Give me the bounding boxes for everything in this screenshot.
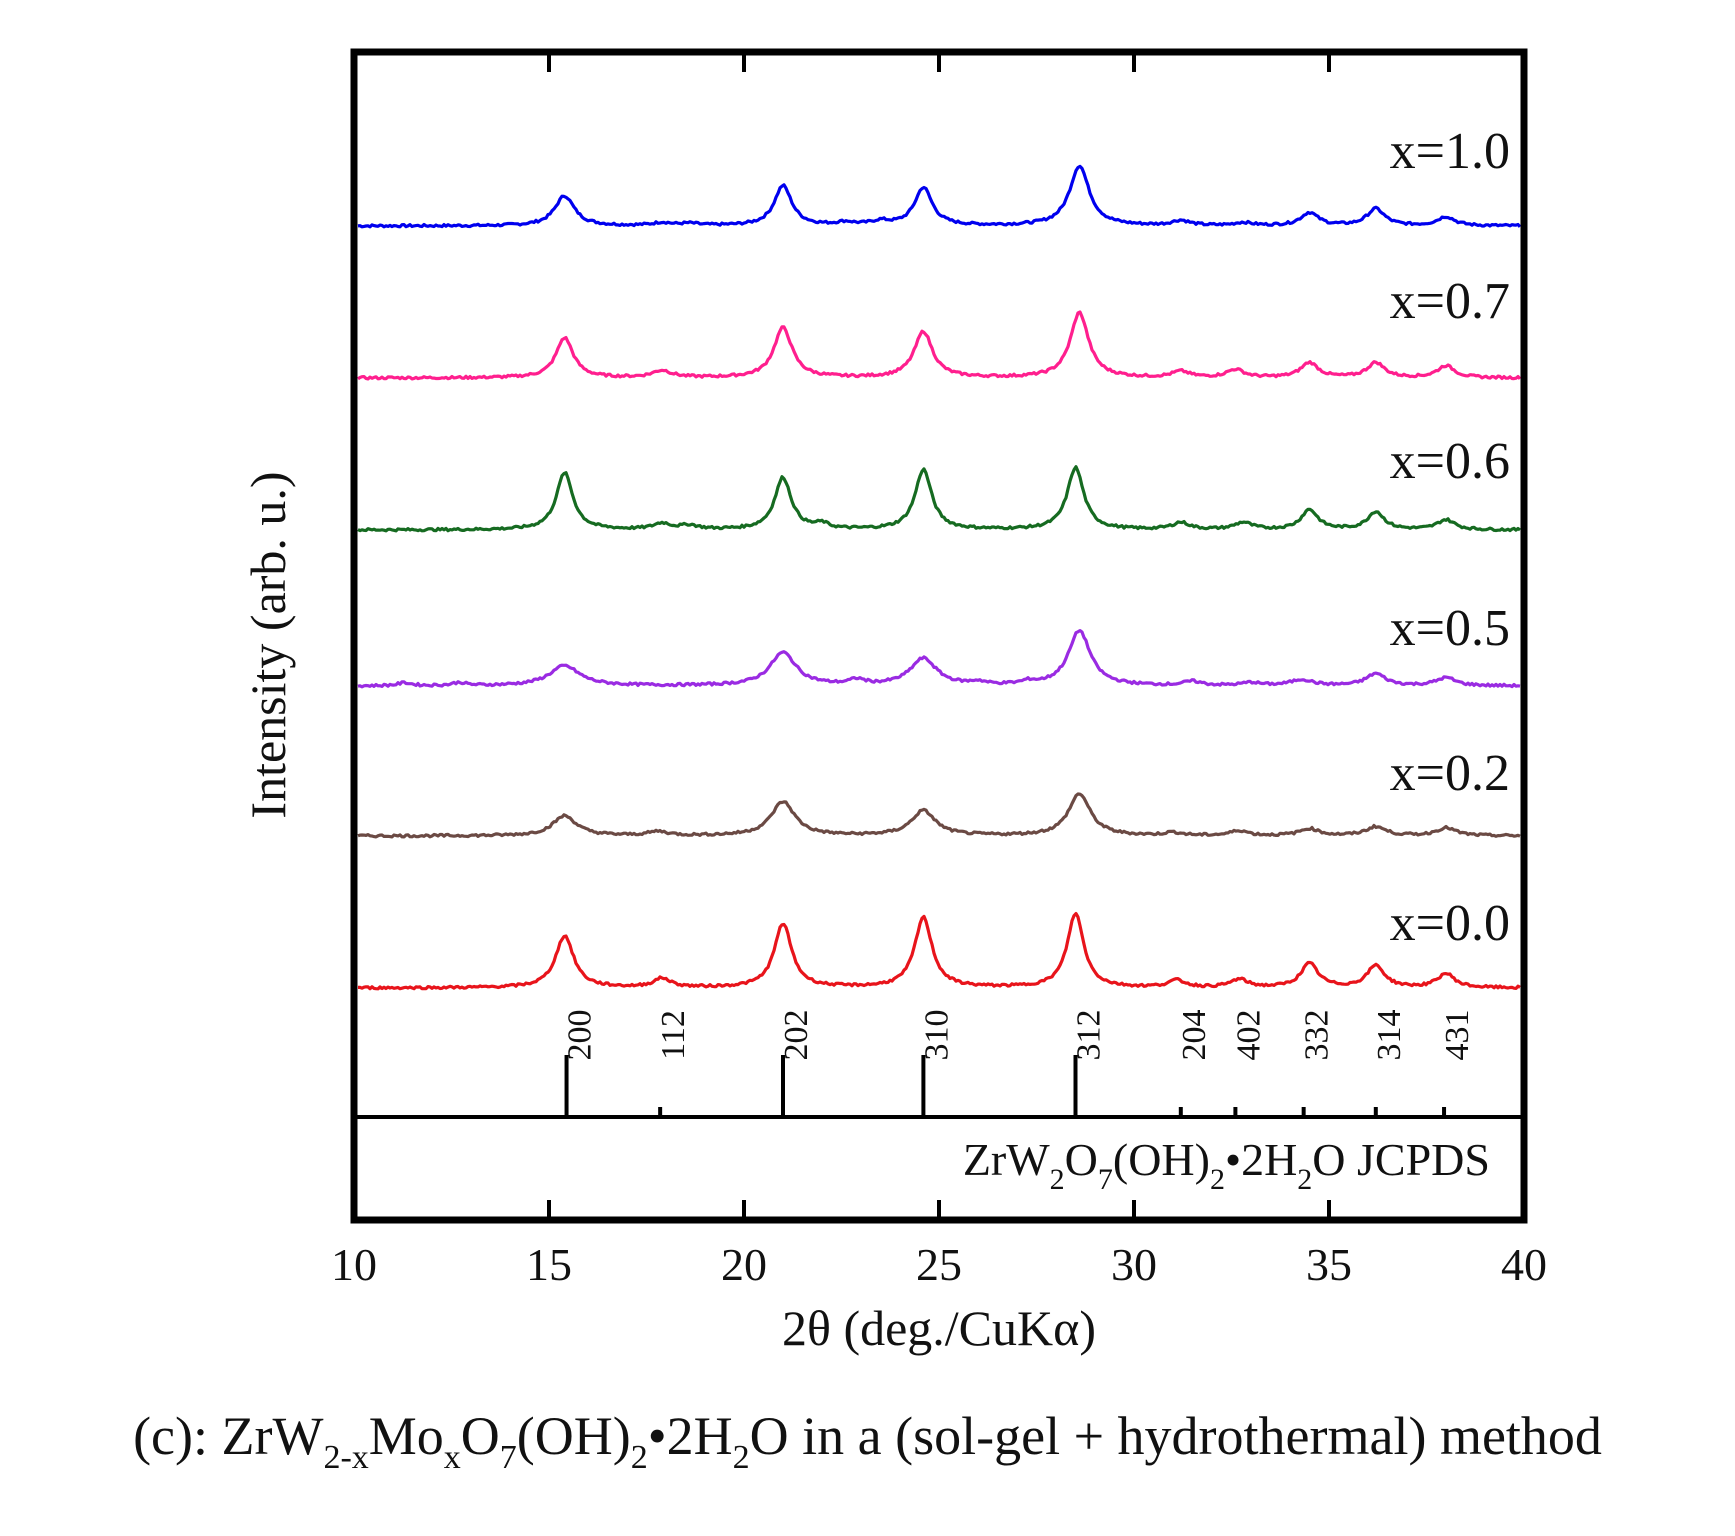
hkl-label: 310 (918, 1010, 955, 1061)
caption-text: O in a (sol-gel + hydrothermal) method (749, 1406, 1602, 1466)
x-tick-label: 20 (721, 1239, 767, 1290)
ref-label-sub: 2 (1050, 1163, 1065, 1196)
series-label: x=1.0 (1390, 123, 1510, 180)
series-line-x-1-0 (357, 164, 1522, 229)
series-line-x-0-0 (358, 912, 1521, 991)
hkl-label: 112 (655, 1010, 692, 1060)
ref-label-zrw: ZrW (963, 1134, 1050, 1185)
caption-text: O (460, 1406, 500, 1466)
caption-sub: 2-x (323, 1439, 369, 1476)
x-tick-label: 30 (1111, 1239, 1157, 1290)
ref-label-jcpds: O JCPDS (1312, 1134, 1490, 1185)
caption-text: Mo (368, 1406, 444, 1466)
series-label: x=0.5 (1390, 600, 1510, 657)
x-axis-label: 2θ (deg./CuKα) (782, 1300, 1096, 1356)
ref-label-sub: 7 (1098, 1163, 1113, 1196)
series-line-x-0-7 (357, 310, 1522, 381)
caption-sub: x (443, 1439, 461, 1476)
series-line-x-0-5 (357, 629, 1521, 689)
hkl-label: 200 (562, 1010, 599, 1061)
y-axis-label: Intensity (arb. u.) (240, 471, 296, 818)
series-line-x-0-6 (357, 465, 1521, 533)
x-ticks: 10 15 20 25 30 35 40 (331, 52, 1547, 1290)
ref-label-sub: 2 (1210, 1163, 1225, 1196)
caption-text: (c): ZrW (133, 1406, 324, 1466)
x-tick-label: 35 (1306, 1239, 1352, 1290)
series-label: x=0.7 (1390, 273, 1510, 330)
ref-label-o: O (1065, 1134, 1098, 1185)
reference-label: ZrW2O7(OH)2•2H2O JCPDS (963, 1134, 1490, 1196)
x-tick-label: 15 (526, 1239, 572, 1290)
hkl-label: 204 (1176, 1010, 1213, 1061)
figure-caption: (c): ZrW2-xMoxO7(OH)2•2H2O in a (sol-gel… (0, 1405, 1735, 1477)
hkl-label: 402 (1230, 1010, 1267, 1061)
series-label: x=0.0 (1390, 895, 1510, 952)
caption-text: (OH) (516, 1406, 631, 1466)
x-tick-label: 40 (1501, 1239, 1547, 1290)
ref-label-sub: 2 (1297, 1163, 1312, 1196)
hkl-label: 202 (778, 1010, 815, 1061)
series-label: x=0.6 (1390, 433, 1510, 490)
series-label: x=0.2 (1390, 745, 1510, 802)
caption-sub: 2 (630, 1439, 648, 1476)
reference-lines: 200 112 202 310 312 204 402 332 314 431 (562, 1010, 1476, 1115)
ref-label-2h: •2H (1225, 1134, 1297, 1185)
series-line-x-0-2 (357, 792, 1521, 839)
hkl-label: 312 (1071, 1010, 1108, 1061)
hkl-label: 431 (1439, 1010, 1476, 1061)
ref-label-oh: (OH) (1113, 1134, 1210, 1185)
hkl-label: 314 (1371, 1010, 1408, 1061)
hkl-label: 332 (1299, 1010, 1336, 1061)
x-tick-label: 10 (331, 1239, 377, 1290)
x-tick-label: 25 (916, 1239, 962, 1290)
caption-text: •2H (647, 1406, 733, 1466)
data-layer: x=1.0 x=0.7 x=0.6 x=0.5 x=0.2 x=0.0 (357, 123, 1522, 991)
caption-sub: 2 (732, 1439, 750, 1476)
caption-sub: 7 (499, 1439, 517, 1476)
